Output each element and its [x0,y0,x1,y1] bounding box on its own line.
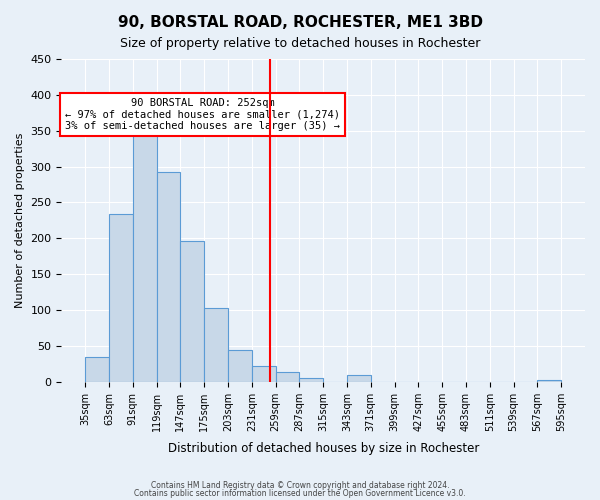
Bar [157,172,181,382]
X-axis label: Distribution of detached houses by size in Rochester: Distribution of detached houses by size … [167,442,479,455]
Text: Contains public sector information licensed under the Open Government Licence v3: Contains public sector information licen… [134,488,466,498]
Bar [252,366,275,382]
Bar [181,241,204,382]
Bar [299,378,323,382]
Text: 90, BORSTAL ROAD, ROCHESTER, ME1 3BD: 90, BORSTAL ROAD, ROCHESTER, ME1 3BD [118,15,482,30]
Bar [275,372,299,382]
Text: Size of property relative to detached houses in Rochester: Size of property relative to detached ho… [120,38,480,51]
Text: Contains HM Land Registry data © Crown copyright and database right 2024.: Contains HM Land Registry data © Crown c… [151,481,449,490]
Bar [347,376,371,382]
Bar [228,350,252,382]
Bar [133,120,157,382]
Y-axis label: Number of detached properties: Number of detached properties [15,132,25,308]
Bar [85,356,109,382]
Text: 90 BORSTAL ROAD: 252sqm
← 97% of detached houses are smaller (1,274)
3% of semi-: 90 BORSTAL ROAD: 252sqm ← 97% of detache… [65,98,340,131]
Bar [538,380,561,382]
Bar [109,214,133,382]
Bar [204,308,228,382]
